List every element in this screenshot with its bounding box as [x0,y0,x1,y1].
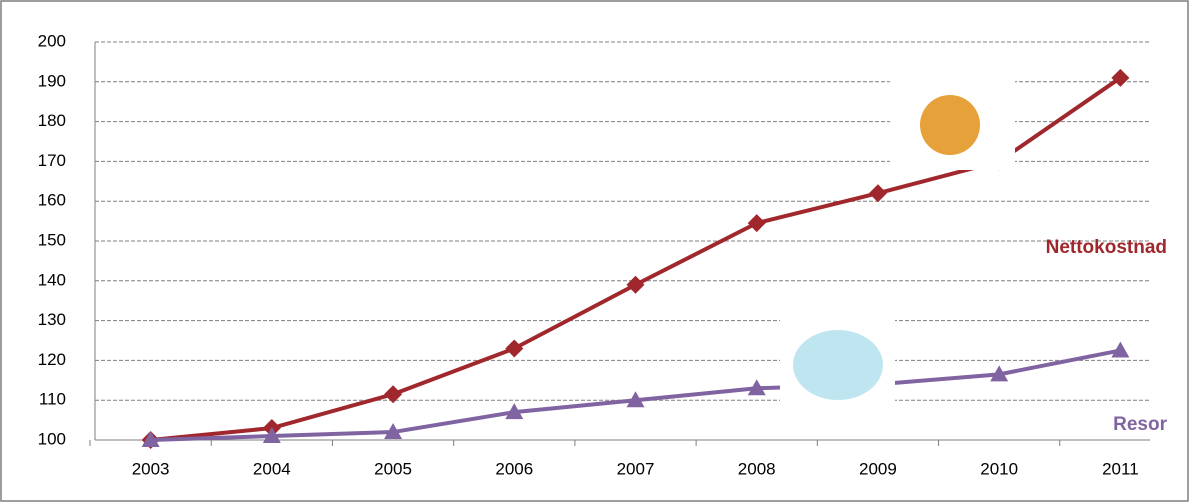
clipart [793,330,883,400]
marker [868,184,887,203]
y-tick-label: 170 [38,151,66,170]
y-tick-label: 180 [38,111,66,130]
marker [384,423,403,440]
marker [1111,341,1130,358]
x-tick-label: 2007 [617,459,655,478]
x-tick-label: 2004 [253,459,291,478]
marker [505,339,524,358]
marker [384,385,403,404]
marker [141,431,160,447]
y-tick-label: 120 [38,350,66,369]
x-tick-label: 2008 [738,459,776,478]
y-tick-label: 150 [38,230,66,249]
x-tick-label: 2009 [859,459,897,478]
clipart [920,95,980,155]
y-tick-label: 140 [38,270,66,289]
marker [990,365,1009,382]
marker [626,391,645,408]
x-tick-label: 2010 [980,459,1018,478]
marker [747,214,766,233]
x-tick-label: 2011 [1102,459,1139,478]
marker [626,275,645,294]
x-tick-label: 2003 [132,459,170,478]
x-tick-label: 2005 [374,459,412,478]
y-tick-label: 200 [38,31,66,50]
series-label: Nettokostnad [1046,237,1167,258]
marker [505,403,524,420]
y-tick-label: 100 [38,429,66,448]
marker [747,379,766,396]
y-tick-label: 110 [39,390,66,409]
x-tick-label: 2006 [495,459,533,478]
marker [262,427,281,444]
y-tick-label: 160 [38,191,66,210]
marker [1111,68,1130,87]
y-tick-label: 190 [38,71,66,90]
y-tick-label: 130 [38,310,66,329]
series-label: Resor [1113,414,1167,435]
